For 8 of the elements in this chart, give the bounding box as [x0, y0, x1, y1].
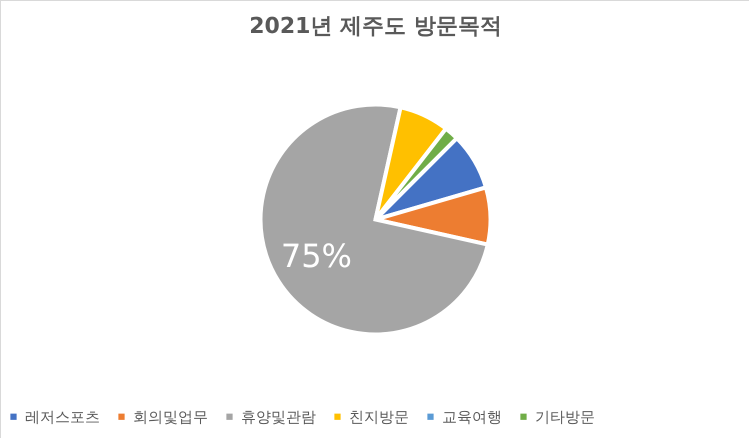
chart-title: 2021년 제주도 방문목적: [249, 14, 502, 39]
legend-label: 친지방문: [349, 408, 409, 426]
data-label: 75%: [280, 237, 352, 276]
legend-label: 교육여행: [442, 408, 502, 426]
legend-label: 회의및업무: [133, 408, 208, 426]
legend-label: 휴양및관람: [241, 408, 316, 426]
legend-label: 기타방문: [535, 408, 595, 426]
legend-label: 레저스포츠: [25, 408, 100, 426]
